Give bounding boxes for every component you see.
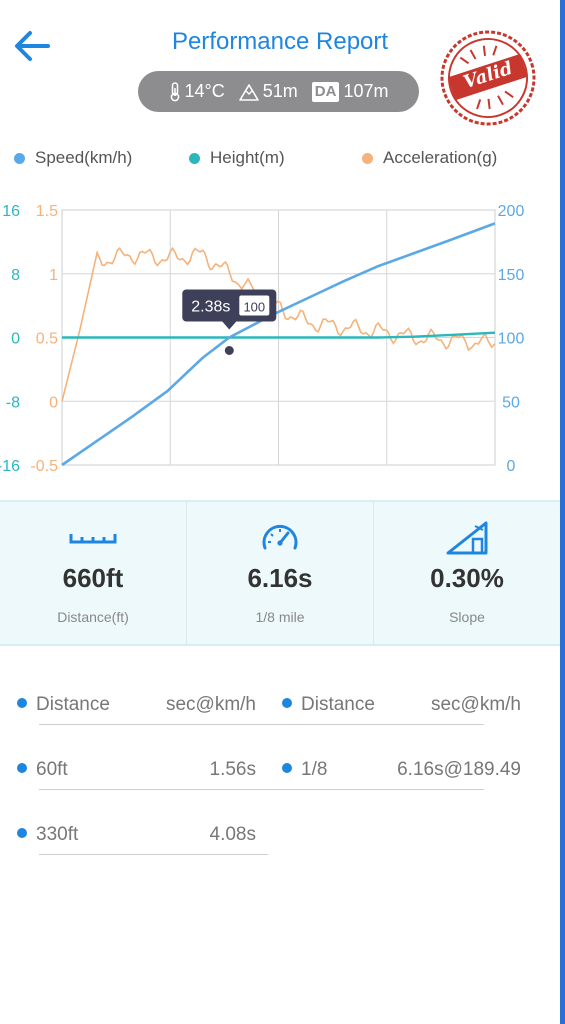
right-edge-bar xyxy=(560,0,565,1024)
density-altitude: DA 107m xyxy=(311,81,389,102)
tooltip-time: 2.38s xyxy=(191,299,230,316)
tick-label-speed: 0 xyxy=(507,458,516,475)
bullet-dot xyxy=(282,763,292,773)
legend-speed-label: Speed(km/h) xyxy=(35,148,133,167)
result-value: 1.56s xyxy=(209,759,256,780)
stat-distance: 660ft Distance(ft) xyxy=(0,502,186,644)
row-divider xyxy=(242,724,484,725)
results-header-label: Distance xyxy=(301,694,375,715)
tick-label-acceleration: 0 xyxy=(49,394,58,411)
legend-acceleration-dot xyxy=(362,152,373,164)
tick-label-acceleration: 1 xyxy=(49,267,58,284)
stat-time-label: 1/8 mile xyxy=(255,609,305,625)
tick-label-height: 16 xyxy=(2,203,20,220)
row-divider xyxy=(242,789,484,790)
tooltip-value: 100 xyxy=(243,300,265,315)
stat-slope: 0.30% Slope xyxy=(373,502,560,644)
legend-acceleration-label: Acceleration(g) xyxy=(383,148,498,167)
density-altitude-value: 107m xyxy=(343,81,389,101)
performance-chart[interactable]: 16 8 0 -8 -16 1.5 1 0.5 0 -0.5 200 150 100 50 0 2.38s 10… xyxy=(0,185,560,480)
bullet-dot xyxy=(282,698,292,708)
slope-icon xyxy=(446,521,488,555)
da-badge: DA xyxy=(311,81,340,102)
results-header-right: Distance sec@km/h xyxy=(242,660,525,725)
temperature-value: 14°C xyxy=(184,81,225,101)
tick-label-height: 8 xyxy=(11,267,20,284)
tick-label-acceleration: -0.5 xyxy=(30,458,58,475)
bullet-dot xyxy=(17,763,27,773)
result-value: 4.08s xyxy=(209,824,256,845)
tick-label-acceleration: 1.5 xyxy=(36,203,58,220)
series-line-height xyxy=(62,331,496,339)
result-row[interactable]: 330ft 4.08s xyxy=(17,790,268,855)
results-right-column: Distance sec@km/h 1/8 6.16s@189.49 xyxy=(242,660,525,790)
stat-slope-value: 0.30% xyxy=(430,563,504,593)
result-label: 1/8 xyxy=(301,759,328,780)
row-divider xyxy=(39,724,268,725)
series-line-acceleration xyxy=(61,246,496,402)
stat-time: 6.16s 1/8 mile xyxy=(186,502,373,644)
legend-acceleration[interactable]: Acceleration(g) xyxy=(362,148,497,168)
result-row[interactable]: 1/8 6.16s@189.49 xyxy=(242,725,525,790)
stat-distance-label: Distance(ft) xyxy=(57,609,129,625)
altitude-value: 51m xyxy=(262,81,298,101)
row-divider xyxy=(39,789,268,790)
tooltip-marker-dot xyxy=(222,344,236,357)
header: Performance Report 14°C 51m DA 107m xyxy=(0,0,560,130)
back-arrow-icon xyxy=(15,31,50,61)
stat-slope-label: Slope xyxy=(449,609,485,625)
legend-speed[interactable]: Speed(km/h) xyxy=(14,148,132,168)
tick-label-height: -8 xyxy=(6,394,20,411)
bullet-dot xyxy=(17,828,27,838)
tick-label-speed: 200 xyxy=(498,203,525,220)
page-title: Performance Report xyxy=(171,28,389,55)
results-left-column: Distance sec@km/h 60ft 1.56s 330ft 4.08s xyxy=(17,660,268,855)
stat-distance-value: 660ft xyxy=(62,563,124,593)
results-header-unit: sec@km/h xyxy=(430,694,521,715)
stat-time-value: 6.16s xyxy=(247,563,313,593)
tooltip-pointer xyxy=(222,321,237,330)
tick-label-speed: 50 xyxy=(502,394,520,411)
results-header-unit: sec@km/h xyxy=(165,694,256,715)
legend-speed-dot xyxy=(14,152,25,164)
temperature: 14°C xyxy=(169,81,225,102)
mountain-icon xyxy=(238,83,259,101)
legend-height[interactable]: Height(m) xyxy=(189,148,285,168)
legend-height-label: Height(m) xyxy=(210,148,285,167)
legend-height-dot xyxy=(189,152,200,164)
thermometer-icon xyxy=(170,81,179,101)
row-divider xyxy=(39,854,268,855)
altitude: 51m xyxy=(238,81,298,102)
tick-label-height: -16 xyxy=(0,458,20,475)
results-header-label: Distance xyxy=(36,694,110,715)
stats-panel: 660ft Distance(ft) 6.16s 1/8 mile 0.30% … xyxy=(0,500,560,646)
result-row[interactable]: 60ft 1.56s xyxy=(17,725,268,790)
results-header-left: Distance sec@km/h xyxy=(17,660,268,725)
tick-label-speed: 150 xyxy=(498,267,525,284)
ruler-icon xyxy=(69,534,117,544)
chart-legend: Speed(km/h) Height(m) Acceleration(g) xyxy=(0,140,560,174)
result-label: 330ft xyxy=(36,824,79,845)
bullet-dot xyxy=(17,698,27,708)
tooltip-value-badge xyxy=(239,295,270,316)
result-label: 60ft xyxy=(36,759,68,780)
valid-stamp xyxy=(440,30,536,126)
back-button[interactable] xyxy=(8,24,56,68)
tick-label-height: 0 xyxy=(11,331,20,348)
tick-label-speed: 100 xyxy=(498,331,525,348)
tick-label-acceleration: 0.5 xyxy=(36,331,58,348)
result-value: 6.16s@189.49 xyxy=(397,759,521,780)
conditions-pill: 14°C 51m DA 107m xyxy=(138,71,419,112)
speedometer-icon xyxy=(262,525,298,550)
